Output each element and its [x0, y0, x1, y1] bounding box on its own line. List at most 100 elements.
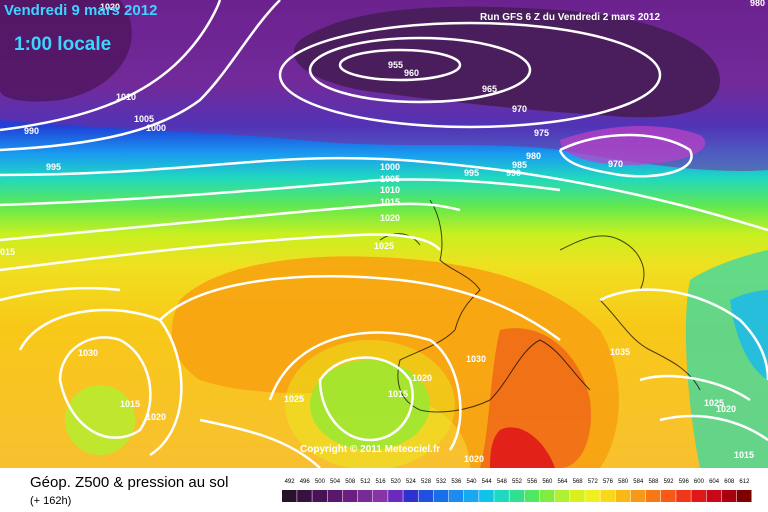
isobar-label: 1025 [284, 394, 304, 404]
map-title: Géop. Z500 & pression au sol [30, 474, 229, 491]
legend-color-swatch [297, 490, 312, 502]
legend-color-swatch [676, 490, 691, 502]
isobar-label: 980 [750, 0, 765, 8]
isobar-label: 990 [506, 168, 521, 178]
legend-value-label: 556 [527, 479, 538, 485]
legend-value-label: 584 [633, 479, 644, 485]
forecast-range: (+ 162h) [30, 495, 72, 507]
legend-color-swatch [600, 490, 616, 502]
legend-color-swatch [615, 490, 631, 502]
isobar-label: 1015 [380, 197, 400, 207]
forecast-time: 1:00 locale [14, 34, 112, 55]
legend-color-swatch [554, 490, 570, 502]
isobar-label: 1035 [610, 347, 630, 357]
legend-color-swatch [585, 490, 600, 502]
isobar-label: 1005 [134, 114, 154, 124]
isobar-label: 1030 [78, 348, 98, 358]
legend-color-swatch [691, 490, 707, 502]
legend-color-swatch [539, 490, 555, 502]
legend-value-label: 548 [497, 479, 508, 485]
isobar-label: 970 [608, 159, 623, 169]
legend-color-swatch [721, 490, 737, 502]
legend-value-label: 496 [300, 479, 311, 485]
legend-color-swatch [388, 490, 403, 502]
forecast-map: 1020 980 1010 1005 1000 990 995 955 960 … [0, 0, 768, 468]
legend-value-label: 492 [285, 479, 296, 485]
legend-value-label: 612 [739, 479, 750, 485]
legend-color-swatch [327, 490, 343, 502]
isobar-label: 1030 [466, 354, 486, 364]
legend-color-swatch [494, 490, 509, 502]
legend-value-label: 528 [421, 479, 432, 485]
legend-value-label: 512 [360, 479, 371, 485]
isobar-label: 1000 [380, 162, 400, 172]
color-scale-legend: 492 496 500 504 508 512 516 520 524 528 532 536 540 5… [282, 479, 752, 502]
legend-value-label: 536 [451, 479, 462, 485]
legend-value-label: 500 [315, 479, 326, 485]
isobar-label: 1015 [734, 450, 754, 460]
purple-region-north [0, 0, 768, 171]
legend-color-swatch [433, 490, 449, 502]
legend-value-label: 560 [542, 479, 553, 485]
isobar-label: 1025 [704, 398, 724, 408]
legend-value-label: 576 [603, 479, 614, 485]
isobar-label: 1020 [100, 2, 120, 12]
red-core [490, 427, 555, 468]
isobar-label: 1020 [380, 213, 400, 223]
legend-value-label: 588 [648, 479, 659, 485]
legend-color-swatch [357, 490, 373, 502]
legend-value-label: 532 [436, 479, 447, 485]
legend-value-label: 508 [345, 479, 356, 485]
isobar-label: 015 [0, 247, 15, 257]
legend-color-swatch [463, 490, 479, 502]
legend-color-swatch [342, 490, 358, 502]
isobar-label: 970 [512, 104, 527, 114]
isobar-label: 975 [534, 128, 549, 138]
legend-value-label: 552 [512, 479, 523, 485]
legend-value-label: 580 [618, 479, 629, 485]
legend-value-label: 524 [406, 479, 417, 485]
legend-color-swatch [312, 490, 327, 502]
legend-color-swatch [372, 490, 388, 502]
legend-color-swatch [403, 490, 418, 502]
legend-color-swatch [645, 490, 661, 502]
isobar-label: 1020 [716, 404, 736, 414]
isobar-label: 990 [24, 126, 39, 136]
legend-value-label: 564 [557, 479, 568, 485]
isobar-label: 985 [512, 160, 527, 170]
legend-color-swatch [282, 490, 297, 502]
legend-color-swatch [448, 490, 464, 502]
legend-color-swatch [509, 490, 525, 502]
legend-value-label: 516 [376, 479, 387, 485]
isobar-label: 1020 [464, 454, 484, 464]
isobar-label: 1010 [116, 92, 136, 102]
isobar-label: 995 [46, 162, 61, 172]
isobar-label: 1025 [374, 241, 394, 251]
legend-color-swatch [661, 490, 676, 502]
coastlines [379, 199, 701, 413]
isobar-label: 980 [526, 151, 541, 161]
isobar-label: 1000 [146, 123, 166, 133]
legend-value-label: 596 [679, 479, 690, 485]
footer-bar: Géop. Z500 & pression au sol (+ 162h) 49… [0, 468, 768, 512]
legend-color-swatch [570, 490, 585, 502]
legend-value-label: 568 [573, 479, 584, 485]
green-pocket-atlantic [65, 385, 135, 455]
legend-value-label: 592 [664, 479, 675, 485]
isobar-label: 965 [482, 84, 497, 94]
legend-color-swatch [479, 490, 494, 502]
isobar-label: 1015 [388, 389, 408, 399]
model-run-label: Run GFS 6 Z du Vendredi 2 mars 2012 [480, 12, 661, 23]
cyan-region-east [730, 290, 768, 380]
isobar-label: 960 [404, 68, 419, 78]
isobar-labels: 1020 980 1010 1005 1000 990 995 955 960 … [0, 0, 765, 464]
copyright-text: Copyright © 2011 Meteociel.fr [300, 444, 441, 455]
legend-value-label: 520 [391, 479, 402, 485]
isobar-label: 1005 [380, 174, 400, 184]
isobar-label: 1020 [146, 412, 166, 422]
legend-value-label: 504 [330, 479, 341, 485]
legend-value-label: 600 [694, 479, 705, 485]
isobar-label: 1015 [120, 399, 140, 409]
legend-value-label: 604 [709, 479, 720, 485]
legend-value-label: 540 [467, 479, 478, 485]
